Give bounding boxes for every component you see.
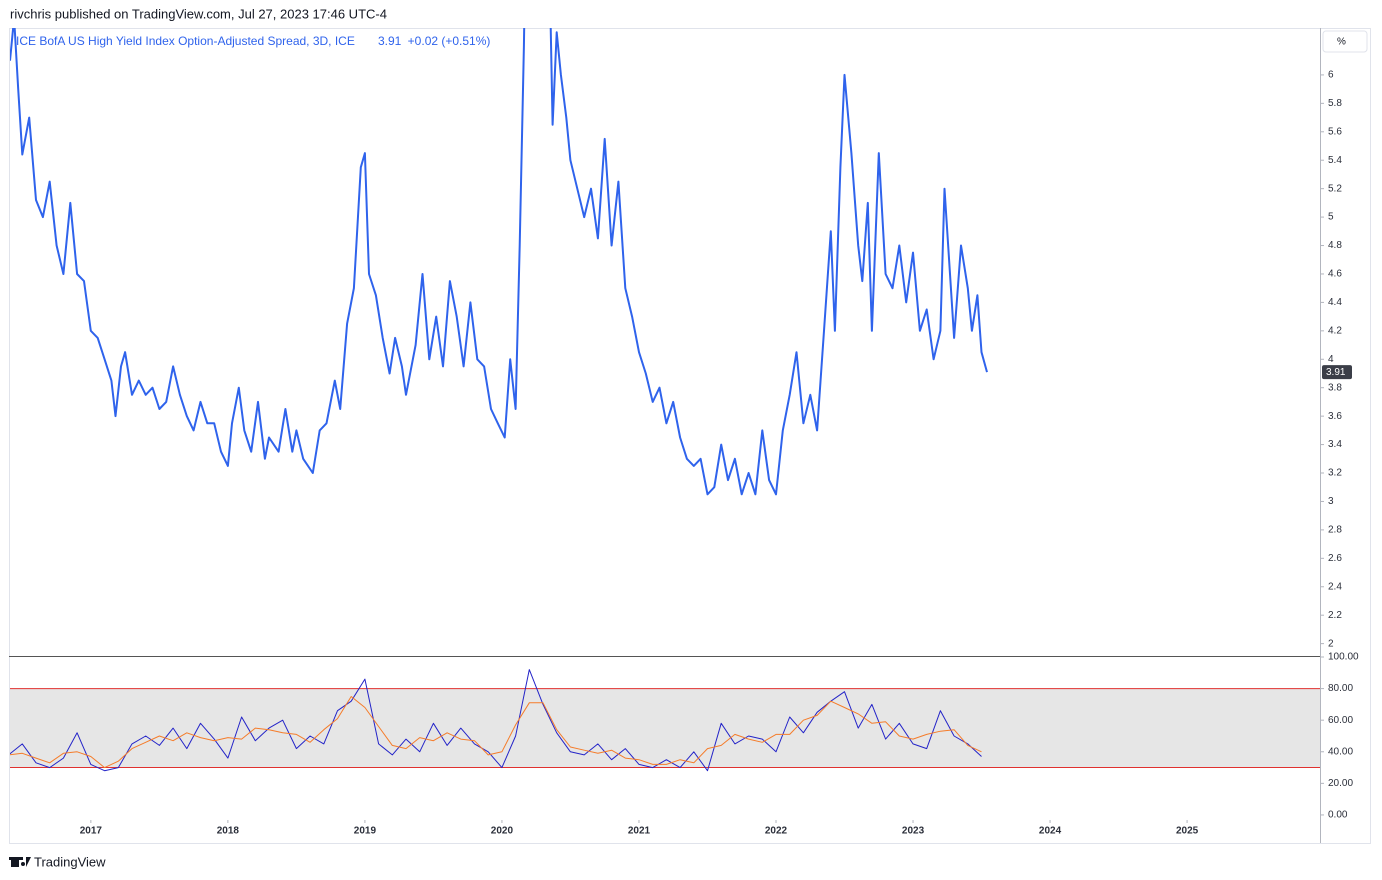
rsi-band <box>10 688 1320 768</box>
y-tick-label: 5.4 <box>1328 155 1342 166</box>
y-tick-label: 5.2 <box>1328 183 1342 194</box>
series-line <box>10 696 982 769</box>
x-tick-label: 2019 <box>354 826 377 837</box>
y-tick-label: 3.8 <box>1328 382 1342 393</box>
y-tick-label: 5.6 <box>1328 126 1342 137</box>
y-tick-label: 3 <box>1328 496 1334 507</box>
y-tick-label: 20.00 <box>1328 778 1353 789</box>
y-tick-label: 6 <box>1328 70 1334 81</box>
last-price-box <box>1322 365 1352 380</box>
y-tick-label: 5.8 <box>1328 98 1342 109</box>
y-tick-label: 2.4 <box>1328 581 1342 592</box>
main-pane: 6 5.8 5.6 5.4 5.2 5 4.8 4.6 4.4 4.2 4 3.8 3.6 3.4 3.2 3… <box>10 28 1342 649</box>
y-tick-label: 60.00 <box>1328 715 1353 726</box>
publisher: rivchris published on TradingView.com, J… <box>10 6 387 21</box>
last-price-label: 3.91 <box>1326 367 1346 378</box>
frame <box>9 28 1371 844</box>
legend-change: +0.02 (+0.51%) <box>408 34 491 48</box>
y-tick-label: 4 <box>1328 354 1334 365</box>
legend-value: 3.91 <box>378 34 402 48</box>
y-tick-label: 3.4 <box>1328 439 1342 450</box>
y-tick-label: 4.4 <box>1328 297 1342 308</box>
brand: TradingView <box>34 854 106 869</box>
x-tick-label: 2017 <box>80 826 103 837</box>
y-tick-label: 0.00 <box>1328 810 1348 821</box>
series-line <box>10 28 988 496</box>
y-tick-label: 4.6 <box>1328 269 1342 280</box>
series-line <box>10 669 982 772</box>
y-tick-label: 3.2 <box>1328 468 1342 479</box>
x-tick-label: 2025 <box>1176 826 1199 837</box>
y-tick-label: 4.2 <box>1328 325 1342 336</box>
y-tick-label: 2.8 <box>1328 525 1342 536</box>
y-tick-label: 80.00 <box>1328 683 1353 694</box>
tv-logo <box>9 857 31 867</box>
y-tick-label: 5 <box>1328 212 1334 223</box>
percent-button-label[interactable]: % <box>1337 37 1346 48</box>
y-tick-label: 2.2 <box>1328 610 1342 621</box>
x-tick-label: 2022 <box>765 826 788 837</box>
y-tick-label: 2 <box>1328 638 1334 649</box>
rsi-pane: 100.00 80.00 60.00 40.00 20.00 0.00 2017 2018 20… <box>10 652 1359 837</box>
y-tick-label: 4.8 <box>1328 240 1342 251</box>
percent-button[interactable] <box>1322 30 1368 53</box>
y-tick-label: 100.00 <box>1328 652 1359 663</box>
x-tick-label: 2020 <box>491 826 514 837</box>
x-tick-label: 2024 <box>1039 826 1062 837</box>
y-tick-label: 3.6 <box>1328 411 1342 422</box>
x-tick-label: 2021 <box>628 826 651 837</box>
legend-symbol: ICE BofA US High Yield Index Option-Adju… <box>16 34 355 48</box>
y-tick-label: 2.6 <box>1328 553 1342 564</box>
x-tick-label: 2023 <box>902 826 925 837</box>
y-tick-label: 40.00 <box>1328 746 1353 757</box>
x-tick-label: 2018 <box>217 826 240 837</box>
